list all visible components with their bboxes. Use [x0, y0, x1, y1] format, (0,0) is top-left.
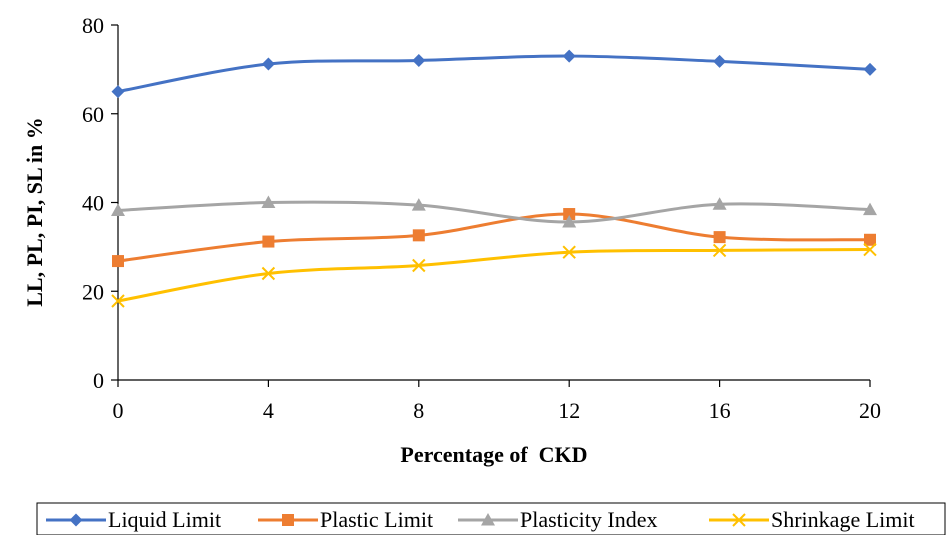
legend-label: Shrinkage Limit [771, 507, 915, 532]
plastic-limit-point [112, 255, 124, 268]
y-tick-label: 60 [82, 102, 104, 127]
legend-label: Liquid Limit [108, 507, 221, 532]
plasticity-index-line [117, 200, 871, 224]
y-tick-label: 0 [93, 368, 104, 393]
legend-label: Plastic Limit [320, 507, 433, 532]
plasticity-index-point [562, 215, 577, 228]
plastic-limit-point [563, 208, 576, 221]
legend-marker [481, 513, 495, 526]
plasticity-index-point [111, 203, 125, 216]
liquid-limit-point [863, 62, 877, 76]
plasticity-index-point [863, 202, 877, 216]
legend: Liquid Limit Plastic Limit Plasticity Inde… [36, 502, 946, 536]
plastic-limit-point [864, 233, 876, 246]
plastic-limit-line [117, 212, 871, 263]
legend-marker [732, 513, 746, 527]
plasticity-index-point [411, 198, 426, 211]
y-axis-title: LL, PL, PI, SL in % [22, 117, 47, 307]
x-tick-label: 0 [113, 398, 124, 423]
legend-item-plasticity-index: Plasticity Index [458, 507, 657, 532]
x-axis-title: Percentage of CKD [400, 442, 587, 467]
liquid-limit-point [412, 54, 426, 67]
liquid-limit-point [713, 54, 727, 68]
liquid-limit-point [562, 49, 576, 63]
series-plastic-limit [112, 208, 876, 268]
x-tick-label: 12 [558, 398, 580, 423]
shrinkage-limit-point [111, 294, 125, 308]
legend-marker [69, 513, 83, 527]
legend-item-plastic-limit: Plastic Limit [258, 507, 433, 532]
plasticity-index-point [712, 197, 727, 210]
liquid-limit-line [117, 54, 871, 94]
plasticity-index-point [261, 195, 276, 208]
shrinkage-limit-point [863, 242, 877, 257]
series-shrinkage-limit [111, 242, 877, 308]
x-tick-label: 8 [413, 398, 424, 423]
plastic-limit-point [412, 229, 425, 242]
series-plasticity-index [111, 195, 877, 228]
plastic-limit-point [713, 231, 726, 244]
x-axis-ticks: 0 4 8 12 16 20 [113, 380, 881, 423]
plastic-limit-point [262, 235, 275, 248]
x-tick-label: 16 [709, 398, 731, 423]
x-tick-label: 20 [859, 398, 881, 423]
series-layer [111, 49, 877, 308]
shrinkage-limit-point [261, 266, 276, 281]
y-axis-ticks: 0 20 40 60 80 [82, 13, 118, 393]
series-liquid-limit [111, 49, 877, 99]
liquid-limit-point [111, 85, 125, 99]
legend-item-shrinkage-limit: Shrinkage Limit [709, 507, 915, 532]
shrinkage-limit-point [712, 243, 727, 258]
y-tick-label: 40 [82, 191, 104, 216]
y-tick-label: 80 [82, 13, 104, 38]
shrinkage-limit-line [117, 248, 871, 303]
liquid-limit-point [261, 57, 275, 71]
shrinkage-limit-point [562, 245, 576, 259]
legend-label: Plasticity Index [520, 507, 657, 532]
x-tick-label: 4 [263, 398, 274, 423]
legend-marker [282, 514, 294, 526]
legend-item-liquid-limit: Liquid Limit [46, 507, 221, 532]
shrinkage-limit-point [412, 258, 426, 273]
y-tick-label: 20 [82, 279, 104, 304]
